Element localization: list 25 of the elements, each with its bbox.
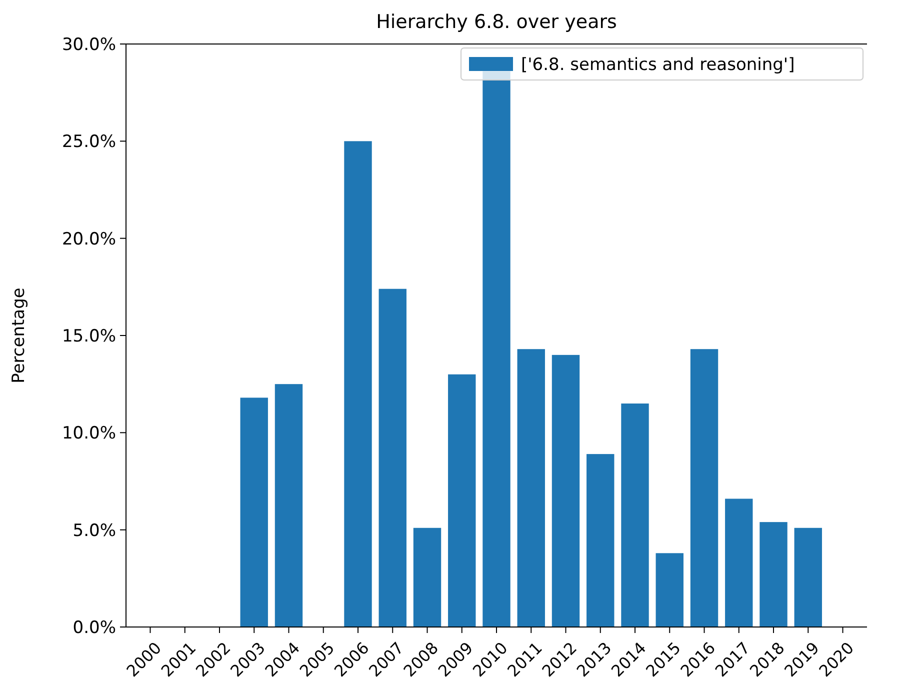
bar	[448, 374, 476, 627]
bar	[794, 528, 822, 627]
bar	[240, 398, 268, 627]
bar	[656, 553, 684, 627]
y-tick-label: 10.0%	[62, 424, 116, 444]
bar	[586, 454, 614, 627]
bar	[760, 522, 788, 627]
chart-title: Hierarchy 6.8. over years	[376, 11, 617, 33]
bar	[413, 528, 442, 627]
bar	[690, 349, 718, 627]
bar	[344, 141, 372, 627]
y-axis-title: Percentage	[9, 288, 29, 384]
y-tick-label: 25.0%	[62, 132, 116, 152]
bar	[378, 288, 406, 627]
bar	[621, 404, 649, 627]
y-tick-label: 30.0%	[62, 34, 116, 55]
y-tick-label: 0.0%	[72, 618, 116, 638]
bar	[552, 354, 580, 627]
y-tick-label: 20.0%	[62, 229, 116, 250]
y-tick-label: 5.0%	[72, 520, 116, 541]
bar	[725, 498, 753, 627]
bar	[274, 384, 303, 627]
legend-label: ['6.8. semantics and reasoning']	[521, 55, 795, 75]
y-tick-label: 15.0%	[62, 326, 116, 346]
bar	[517, 349, 545, 627]
